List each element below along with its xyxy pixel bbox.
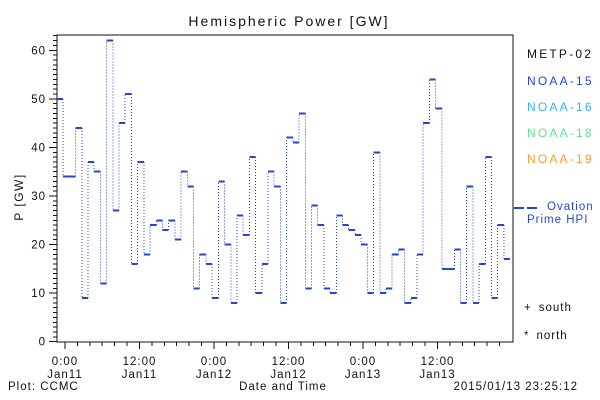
x-axis-label: Date and Time — [239, 381, 327, 393]
y-axis-label: P [GW] — [12, 173, 26, 221]
svg-text:10: 10 — [31, 288, 46, 300]
ovation-line1: Ovation — [514, 201, 594, 214]
svg-text:Jan12: Jan12 — [196, 369, 232, 381]
legend-label-noaa-18: NOAA-18 — [527, 126, 594, 140]
svg-text:Jan12: Jan12 — [270, 369, 306, 381]
generation-timestamp: 2015/01/13 23:25:12 — [453, 381, 578, 393]
north-marker-note: * north — [524, 330, 568, 342]
svg-text:Jan11: Jan11 — [122, 369, 157, 381]
svg-text:30: 30 — [31, 191, 46, 203]
chart-title: Hemispheric Power [GW] — [188, 13, 390, 29]
svg-text:Jan13: Jan13 — [345, 369, 381, 381]
legend-label-noaa-16: NOAA-16 — [527, 100, 594, 114]
plus-marker-icon: + — [524, 302, 532, 314]
svg-text:20: 20 — [31, 240, 46, 252]
dashed-line-sample-icon — [527, 206, 537, 209]
asterisk-marker-icon: * — [524, 330, 530, 342]
svg-text:60: 60 — [31, 45, 46, 57]
svg-text:50: 50 — [31, 94, 46, 106]
svg-text:Jan11: Jan11 — [47, 369, 82, 381]
legend-label-noaa-15: NOAA-15 — [527, 74, 594, 88]
ovation-label-line2: Prime HPI — [527, 214, 589, 226]
svg-text:12:00: 12:00 — [123, 356, 157, 368]
north-label: north — [536, 330, 568, 342]
ovation-label-line1: Ovation — [547, 201, 594, 213]
svg-text:0: 0 — [39, 337, 46, 349]
south-marker-note: + south — [524, 302, 572, 314]
plot-credit: Plot: CCMC — [8, 381, 79, 393]
svg-text:0:00: 0:00 — [201, 356, 227, 368]
svg-text:12:00: 12:00 — [272, 356, 306, 368]
svg-text:0:00: 0:00 — [350, 356, 376, 368]
svg-text:40: 40 — [31, 142, 46, 154]
svg-text:12:00: 12:00 — [421, 356, 455, 368]
dashed-line-sample-icon — [514, 206, 524, 209]
legend-label-noaa-19: NOAA-19 — [527, 152, 594, 166]
svg-text:0:00: 0:00 — [52, 356, 78, 368]
legend-label-metp-02: METP-02 — [527, 47, 594, 61]
svg-text:Jan13: Jan13 — [419, 369, 455, 381]
south-label: south — [538, 302, 572, 314]
ovation-prime-legend: Ovation Prime HPI — [514, 201, 594, 227]
